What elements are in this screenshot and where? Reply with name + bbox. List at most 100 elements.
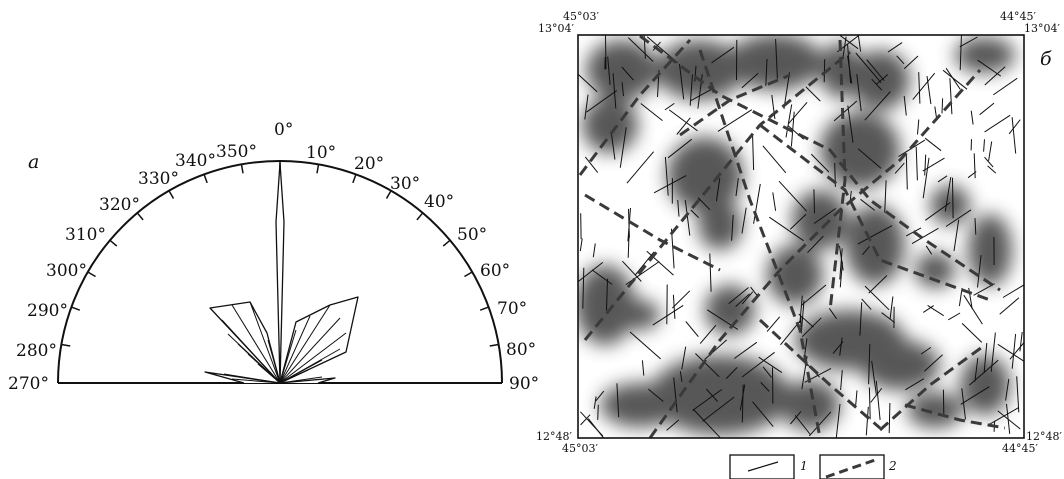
- lineament: [666, 419, 680, 431]
- lineament: [634, 251, 655, 276]
- lineament: [920, 346, 932, 355]
- lineament: [667, 138, 693, 159]
- angle-label-320: 320°: [99, 195, 140, 215]
- lineament: [711, 46, 735, 64]
- lineament: [983, 343, 988, 374]
- lineament: [689, 74, 693, 106]
- angle-label-0: 0°: [274, 120, 293, 140]
- lineament: [772, 192, 777, 211]
- lineament: [887, 42, 903, 53]
- lineament: [758, 356, 783, 374]
- lineament: [799, 295, 803, 324]
- lineament: [805, 86, 821, 102]
- lineament: [987, 165, 997, 174]
- lineament: [952, 177, 954, 219]
- lineament: [610, 133, 616, 160]
- lineament: [871, 360, 877, 395]
- lineament: [828, 308, 838, 320]
- lineament: [922, 157, 945, 172]
- angle-label-60: 60°: [480, 261, 510, 281]
- lineament: [875, 380, 881, 420]
- lineament: [888, 402, 891, 434]
- lineament: [692, 389, 722, 411]
- lineament: [861, 298, 872, 310]
- lineament: [778, 180, 807, 212]
- lineament: [579, 238, 583, 252]
- lineament: [734, 341, 758, 359]
- angle-label-50: 50°: [457, 225, 487, 245]
- angle-label-20: 20°: [354, 154, 384, 174]
- lineament: [857, 148, 882, 169]
- lineament: [1002, 284, 1024, 298]
- lineament: [739, 384, 746, 411]
- rose-tick: [352, 174, 357, 184]
- lineament: [709, 253, 712, 292]
- lineament: [592, 243, 596, 258]
- lineament: [881, 312, 896, 323]
- lineament: [856, 74, 862, 112]
- lineament: [584, 156, 599, 173]
- rose-tick: [240, 164, 244, 174]
- rose-tick: [316, 164, 320, 174]
- angle-label-30: 30°: [390, 174, 420, 194]
- lineament: [690, 88, 713, 102]
- lineament: [621, 66, 634, 81]
- lineament: [903, 55, 919, 70]
- lineament: [741, 207, 747, 234]
- lineament: [668, 109, 698, 132]
- rose-diagram: а 270° 280° 290° 300° 310° 320° 330° 340…: [8, 120, 539, 394]
- lineament: [979, 102, 995, 116]
- angle-label-70: 70°: [497, 299, 527, 319]
- lineament: [798, 313, 814, 328]
- lineament: [664, 156, 669, 196]
- lineament: [582, 267, 585, 309]
- lineament: [785, 104, 793, 138]
- lineament: [959, 36, 978, 48]
- lineament: [868, 343, 871, 385]
- lineament: [997, 410, 1021, 430]
- lineament: [584, 94, 589, 120]
- legend-item-2: 2: [819, 454, 897, 479]
- lineament: [800, 300, 805, 334]
- lineament: [894, 162, 905, 174]
- lineament: [810, 153, 830, 173]
- lineament: [927, 304, 944, 317]
- lineament: [864, 91, 891, 121]
- lineament: [628, 208, 630, 238]
- lineament: [923, 305, 934, 313]
- lineament: [934, 106, 938, 119]
- map-legend: 1 2: [729, 454, 897, 479]
- lineament: [924, 137, 942, 152]
- lineament: [866, 59, 885, 82]
- lineament: [808, 411, 832, 437]
- legend-key-2: 2: [888, 459, 897, 473]
- lineament: [984, 66, 1006, 86]
- angle-label-280: 280°: [16, 341, 57, 361]
- lineament: [917, 119, 920, 135]
- lineament: [1005, 378, 1010, 401]
- lineament: [859, 302, 863, 336]
- lineament: [794, 415, 812, 436]
- lineament: [847, 43, 852, 84]
- lineament: [652, 304, 684, 326]
- angle-label-300: 300°: [46, 261, 87, 281]
- lineament: [612, 73, 617, 109]
- legend-key-1: 1: [800, 459, 808, 473]
- lineament: [974, 218, 977, 235]
- lineament: [595, 390, 605, 402]
- lineament: [988, 407, 1019, 425]
- lineament: [704, 339, 728, 360]
- lineament: [923, 354, 943, 372]
- petal-north: [275, 162, 285, 384]
- lineament: [865, 406, 869, 436]
- lineament: [652, 41, 661, 51]
- angle-label-330: 330°: [138, 169, 179, 189]
- angle-label-10: 10°: [306, 143, 336, 163]
- lineament: [926, 76, 932, 105]
- lineament: [705, 388, 718, 402]
- lineament: [790, 411, 802, 425]
- coord-top-right-lon: 44°45′: [1000, 10, 1036, 23]
- lineament: [855, 52, 882, 84]
- lineament: [586, 90, 618, 113]
- coord-top-left-lon: 45°03′: [563, 10, 599, 23]
